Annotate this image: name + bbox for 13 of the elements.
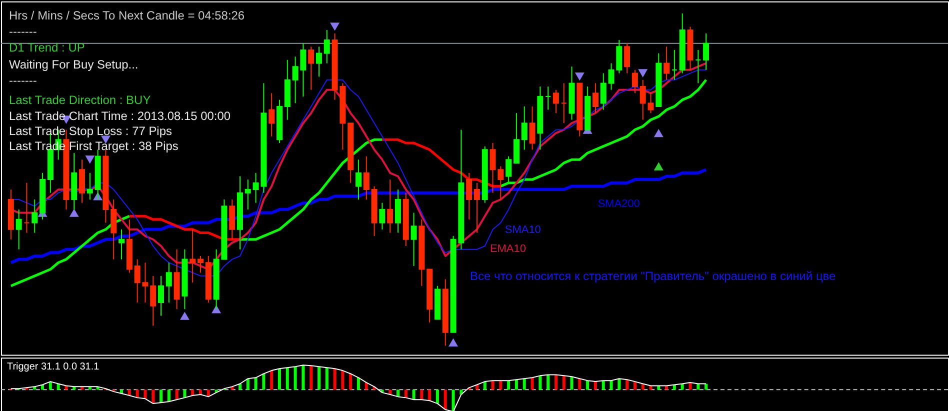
series-label: SMA10: [504, 224, 541, 236]
annotation: Все что относится к стратегии "Правитель" окрашено в синий цве: [470, 268, 836, 283]
chart-title: Trigger 31.1 0.0 31.1: [6, 362, 100, 373]
series-label: EMA10: [490, 242, 526, 255]
annotation: D1 Trend : UP: [8, 40, 85, 54]
annotation: -------: [8, 24, 37, 38]
annotation: -------: [8, 73, 37, 88]
chart-title: Hrs / Mins / Secs To Next Candle = 04:58:26: [8, 8, 245, 22]
annotation: Last Trade Chart Time : 2013.08.15 00:00: [8, 109, 231, 124]
annotation: Last Trade Stop Loss : 77 Pips: [8, 124, 172, 138]
annotation: Last Trade Direction : BUY: [8, 93, 151, 108]
annotation: Waiting For Buy Setup...: [8, 57, 138, 72]
series-label: SMA200: [598, 198, 640, 210]
